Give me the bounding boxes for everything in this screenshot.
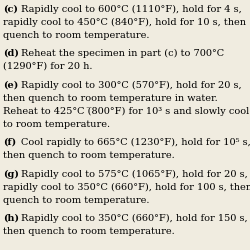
Text: Reheat to 425°C (̅800°F) for 10³ s and slowly cool: Reheat to 425°C (̅800°F) for 10³ s and s… [3, 106, 249, 116]
Text: rapidly cool to 450°C (840°F), hold for 10 s, then: rapidly cool to 450°C (840°F), hold for … [3, 18, 246, 27]
Text: (1290°F) for 20 h.: (1290°F) for 20 h. [3, 62, 92, 71]
Text: (g): (g) [3, 170, 19, 179]
Text: Rapidly cool to 350°C (660°F), hold for 150 s,: Rapidly cool to 350°C (660°F), hold for … [21, 214, 248, 223]
Text: then quench to room temperature.: then quench to room temperature. [3, 151, 175, 160]
Text: Rapidly cool to 600°C (1110°F), hold for 4 s,: Rapidly cool to 600°C (1110°F), hold for… [21, 4, 242, 14]
Text: Cool rapidly to 665°C (1230°F), hold for 10⁵ s,: Cool rapidly to 665°C (1230°F), hold for… [21, 138, 250, 147]
Text: quench to room temperature.: quench to room temperature. [3, 30, 150, 40]
Text: Reheat the specimen in part (c) to 700°C: Reheat the specimen in part (c) to 700°C [21, 49, 224, 58]
Text: (c): (c) [3, 4, 18, 14]
Text: (e): (e) [3, 80, 18, 90]
Text: (h): (h) [3, 214, 19, 223]
Text: (d): (d) [3, 49, 19, 58]
Text: then quench to room temperature.: then quench to room temperature. [3, 227, 175, 236]
Text: then quench to room temperature in water.: then quench to room temperature in water… [3, 94, 218, 102]
Text: Rapidly cool to 300°C (570°F), hold for 20 s,: Rapidly cool to 300°C (570°F), hold for … [21, 80, 242, 90]
Text: (f): (f) [3, 138, 16, 147]
Text: quench to room temperature.: quench to room temperature. [3, 196, 150, 204]
Text: rapidly cool to 350°C (660°F), hold for 100 s, then: rapidly cool to 350°C (660°F), hold for … [3, 182, 250, 192]
Text: Rapidly cool to 575°C (1065°F), hold for 20 s,: Rapidly cool to 575°C (1065°F), hold for… [21, 170, 248, 179]
Text: to room temperature.: to room temperature. [3, 120, 110, 128]
